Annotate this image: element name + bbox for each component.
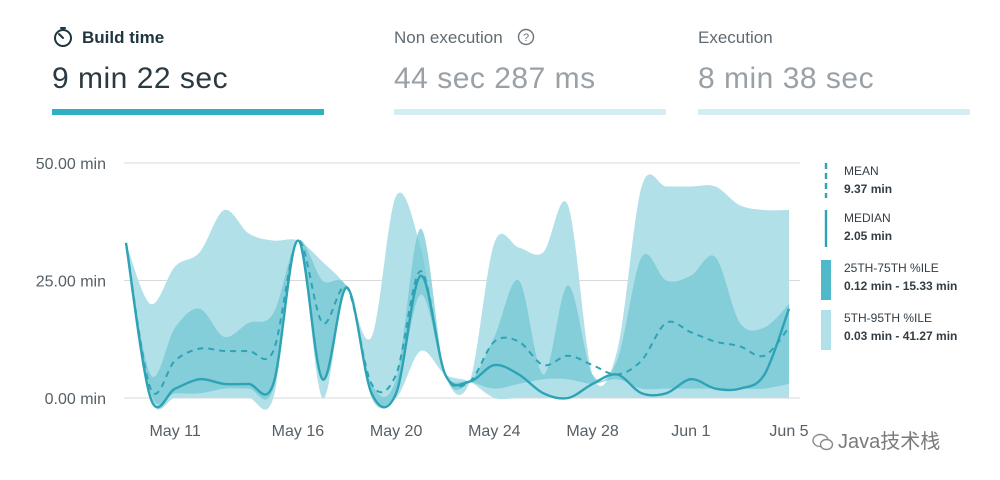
help-icon[interactable]: ? bbox=[517, 28, 535, 46]
median-line bbox=[124, 239, 791, 409]
tab-non-execution-value: 44 sec 287 ms bbox=[394, 62, 596, 95]
x-tick-label: May 24 bbox=[468, 423, 521, 440]
x-tick-label: May 28 bbox=[566, 423, 619, 440]
x-tick-label: May 11 bbox=[149, 423, 200, 440]
x-tick-label: Jun 1 bbox=[671, 423, 710, 440]
legend-5-95-swatch bbox=[821, 310, 831, 350]
tab-build-time-value: 9 min 22 sec bbox=[52, 62, 229, 95]
tab-non-execution[interactable]: Non execution ? 44 sec 287 ms bbox=[330, 0, 670, 118]
legend-label: MEDIAN bbox=[844, 211, 891, 225]
legend-value: 2.05 min bbox=[844, 229, 892, 243]
y-tick-label: 0.00 min bbox=[45, 391, 106, 408]
wechat-icon bbox=[812, 433, 834, 451]
tab-execution-indicator bbox=[698, 109, 970, 115]
legend-value: 9.37 min bbox=[844, 182, 892, 196]
legend-25-75-swatch bbox=[821, 260, 831, 300]
x-tick-label: May 16 bbox=[272, 423, 325, 440]
watermark: Java技术栈 bbox=[812, 425, 940, 454]
tab-execution-label: Execution bbox=[698, 28, 773, 47]
y-tick-label: 50.00 min bbox=[36, 156, 106, 173]
tab-build-time-label: Build time bbox=[82, 28, 165, 47]
legend-label: 25TH-75TH %ILE bbox=[844, 261, 939, 275]
x-tick-label: Jun 5 bbox=[769, 423, 808, 440]
tab-non-execution-indicator bbox=[394, 109, 666, 115]
band-25th-75th bbox=[126, 228, 789, 407]
x-tick-label: May 20 bbox=[370, 423, 423, 440]
legend-label: MEAN bbox=[844, 164, 879, 178]
tab-execution-value: 8 min 38 sec bbox=[698, 62, 875, 95]
legend-value: 0.12 min - 15.33 min bbox=[844, 279, 957, 293]
tab-build-time-indicator bbox=[52, 109, 324, 115]
svg-text:?: ? bbox=[523, 32, 529, 44]
y-tick-label: 25.00 min bbox=[36, 274, 106, 291]
tab-non-execution-label: Non execution bbox=[394, 28, 503, 47]
legend-value: 0.03 min - 41.27 min bbox=[844, 329, 957, 343]
tab-execution[interactable]: Execution 8 min 38 sec bbox=[670, 0, 1000, 118]
watermark-text: Java技术栈 bbox=[838, 431, 941, 453]
stopwatch-icon bbox=[54, 27, 72, 47]
tab-build-time[interactable]: Build time 9 min 22 sec bbox=[0, 0, 330, 118]
legend-label: 5TH-95TH %ILE bbox=[844, 311, 932, 325]
